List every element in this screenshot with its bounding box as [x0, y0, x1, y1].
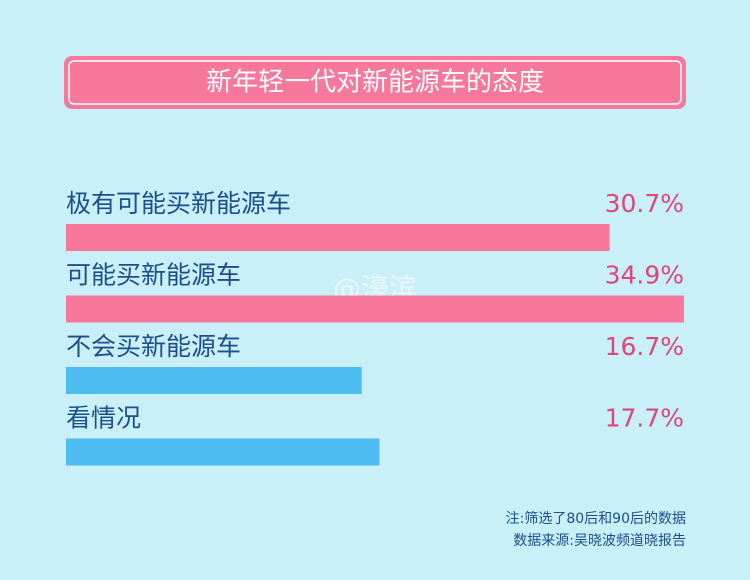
value-label: 34.9%	[605, 261, 684, 290]
bar	[66, 438, 380, 466]
value-label: 16.7%	[605, 332, 684, 361]
category-label: 极有可能买新能源车	[66, 189, 291, 218]
value-label: 30.7%	[605, 189, 684, 218]
bar	[66, 224, 610, 251]
category-label: 可能买新能源车	[66, 261, 241, 290]
chart-title: 新年轻一代对新能源车的态度	[206, 68, 544, 98]
bar	[66, 367, 362, 394]
note: 数据来源:吴晓波频道晓报告	[513, 533, 686, 549]
bar	[66, 295, 684, 323]
title-box-border	[68, 60, 682, 105]
category-label: 不会买新能源车	[66, 332, 241, 361]
note: 注:筛选了80后和90后的数据	[506, 511, 686, 527]
value-label: 17.7%	[605, 404, 684, 433]
category-label: 看情况	[66, 404, 141, 433]
title-box	[64, 56, 686, 109]
